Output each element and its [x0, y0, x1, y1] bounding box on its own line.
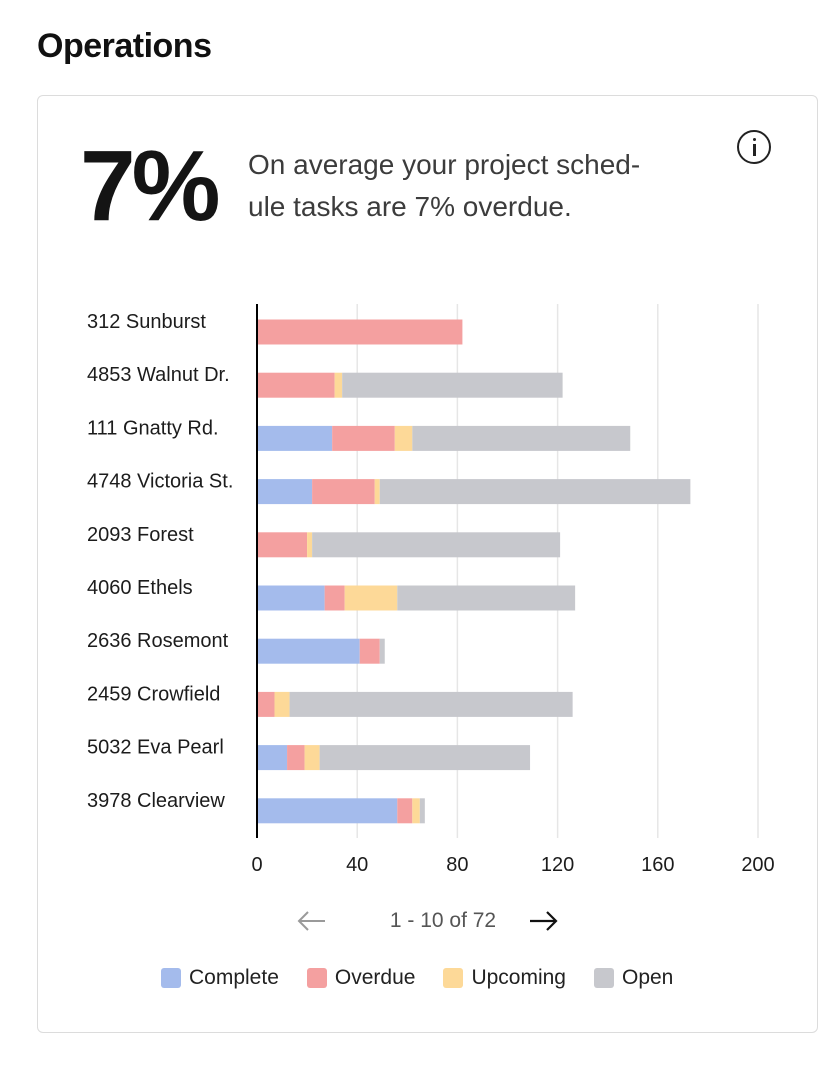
bar-complete-8: [257, 745, 288, 771]
stacked-bar-chart: 312 Sunburst 4853 Walnut Dr. 111 Gnatty Rd…: [87, 304, 775, 876]
bar-upcoming-9: [412, 798, 420, 824]
bar-overdue-7: [257, 691, 275, 717]
info-icon-stem: [752, 144, 756, 156]
legend-item-open[interactable]: Open: [593, 964, 674, 992]
bar-overdue-8: [287, 745, 305, 771]
bar-overdue-6: [359, 638, 380, 664]
bar-overdue-5: [324, 585, 345, 611]
bar-open-2: [412, 425, 631, 451]
info-icon-dot: [752, 138, 756, 141]
category-label-2: 111 Gnatty Rd.: [87, 417, 219, 439]
legend-swatch-upcoming: [443, 968, 464, 988]
info-icon[interactable]: [737, 130, 771, 164]
arrow-right-icon: [530, 911, 558, 931]
category-label-6: 2636 Rosemont: [87, 630, 229, 652]
summary-description: On average your project sched- ule tasks…: [248, 144, 688, 228]
bar-overdue-0: [257, 319, 463, 345]
x-tick-label-40: 40: [346, 854, 368, 876]
legend-label-complete: Complete: [189, 966, 279, 989]
x-tick-label-200: 200: [741, 854, 774, 876]
bar-open-9: [419, 798, 425, 824]
category-label-4: 2093 Forest: [87, 524, 194, 546]
bar-upcoming-1: [334, 372, 343, 398]
bar-complete-3: [257, 479, 313, 505]
arrow-left-icon: [297, 911, 325, 931]
bar-complete-5: [257, 585, 325, 611]
bar-complete-9: [257, 798, 398, 824]
bar-open-6: [379, 638, 385, 664]
next-page-button[interactable]: [523, 903, 563, 939]
bar-open-8: [319, 745, 531, 771]
category-label-7: 2459 Crowfield: [87, 683, 220, 705]
bar-overdue-1: [257, 372, 335, 398]
legend-swatch-open: [593, 968, 614, 988]
bar-upcoming-5: [344, 585, 398, 611]
category-label-0: 312 Sunburst: [87, 311, 206, 333]
legend-swatch-overdue: [306, 968, 327, 988]
category-label-9: 3978 Clearview: [87, 790, 225, 812]
summary-description-line-2: ule tasks are 7% overdue.: [248, 191, 572, 222]
legend-item-complete[interactable]: Complete: [161, 964, 279, 992]
page-title: Operations: [37, 27, 212, 65]
summary-description-line-1: On average your project sched-: [248, 149, 641, 180]
bar-complete-6: [257, 638, 360, 664]
pagination-label: 1 - 10 of 72: [389, 909, 497, 932]
bar-open-7: [289, 691, 573, 717]
bar-overdue-3: [312, 479, 375, 505]
bar-upcoming-3: [374, 479, 380, 505]
bar-complete-2: [257, 425, 333, 451]
operations-card: 7% On average your project sched- ule ta…: [37, 95, 818, 1033]
x-tick-label-0: 0: [251, 854, 262, 876]
bar-open-5: [397, 585, 576, 611]
bar-open-1: [342, 372, 563, 398]
bar-upcoming-8: [304, 745, 320, 771]
bar-overdue-4: [257, 532, 308, 558]
bar-open-4: [312, 532, 561, 558]
legend-label-open: Open: [621, 966, 674, 989]
bar-overdue-9: [397, 798, 413, 824]
overdue-percentage: 7%: [80, 130, 221, 242]
x-tick-label-120: 120: [541, 854, 574, 876]
legend-label-upcoming: Upcoming: [471, 966, 566, 989]
bar-overdue-2: [332, 425, 395, 451]
category-label-5: 4060 Ethels: [87, 577, 193, 599]
legend-item-overdue[interactable]: Overdue: [306, 964, 416, 992]
legend-swatch-complete: [161, 968, 181, 988]
chart-legend: Complete Overdue Upcoming Open: [161, 964, 701, 992]
x-tick-label-160: 160: [641, 854, 674, 876]
x-tick-label-80: 80: [446, 854, 468, 876]
bar-open-3: [379, 479, 691, 505]
bar-upcoming-7: [274, 691, 290, 717]
category-label-1: 4853 Walnut Dr.: [87, 364, 230, 386]
legend-label-overdue: Overdue: [334, 966, 416, 989]
previous-page-button[interactable]: [292, 903, 332, 939]
category-label-3: 4748 Victoria St.: [87, 471, 233, 493]
category-label-8: 5032 Eva Pearl: [87, 737, 224, 759]
legend-item-upcoming[interactable]: Upcoming: [443, 964, 566, 992]
bar-upcoming-2: [394, 425, 413, 451]
bar-upcoming-4: [307, 532, 313, 558]
